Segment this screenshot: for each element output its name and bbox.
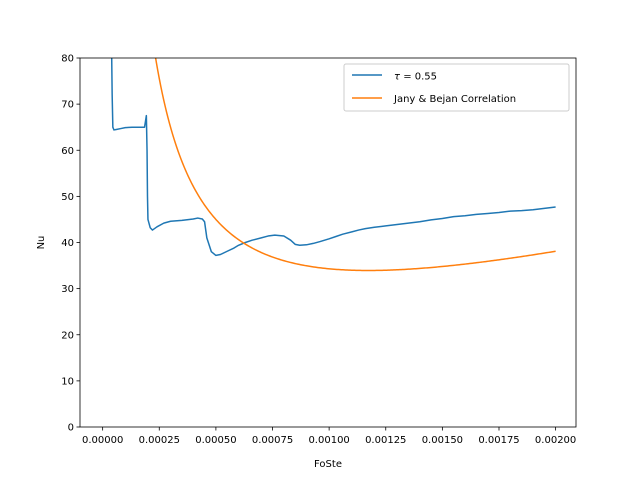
legend-box <box>343 63 570 112</box>
x-tick-label: 0.00200 <box>535 435 576 446</box>
series-1-line <box>110 58 556 257</box>
x-tick-label: 0.00025 <box>139 435 180 446</box>
legend-tau-symbol: τ <box>394 72 401 83</box>
y-tick-label: 50 <box>61 192 74 203</box>
y-tick-label: 10 <box>61 376 74 387</box>
x-axis-label: FoSte <box>314 459 342 470</box>
x-tick-label: 0.00150 <box>422 435 463 446</box>
x-axis: 0.00000 0.00025 0.00050 0.00075 0.00100 0.001… <box>82 427 576 446</box>
series-2-line <box>154 58 556 272</box>
y-tick-label: 20 <box>61 330 74 341</box>
x-tick-label: 0.00050 <box>195 435 236 446</box>
legend-tau-value: = 0.55 <box>400 72 437 83</box>
y-tick-label: 0 <box>68 423 74 434</box>
x-tick-label: 0.00175 <box>478 435 519 446</box>
x-tick-label: 0.00000 <box>82 435 123 446</box>
legend-label-series-1: τ = 0.55 <box>394 72 437 83</box>
series-layer <box>110 58 556 272</box>
y-tick-label: 60 <box>61 146 74 157</box>
y-axis-label: Nu <box>36 236 47 250</box>
y-tick-label: 80 <box>61 54 74 65</box>
y-tick-label: 70 <box>61 100 74 111</box>
x-tick-label: 0.00075 <box>252 435 293 446</box>
legend-label-series-2: Jany & Bejan Correlation <box>393 94 516 105</box>
legend: τ = 0.55 Jany & Bejan Correlation <box>343 63 570 112</box>
x-tick-label: 0.00125 <box>365 435 406 446</box>
y-axis: 0 10 20 30 40 50 60 70 80 <box>61 54 80 434</box>
y-tick-label: 30 <box>61 284 74 295</box>
y-tick-label: 40 <box>61 238 74 249</box>
x-tick-label: 0.00100 <box>308 435 349 446</box>
